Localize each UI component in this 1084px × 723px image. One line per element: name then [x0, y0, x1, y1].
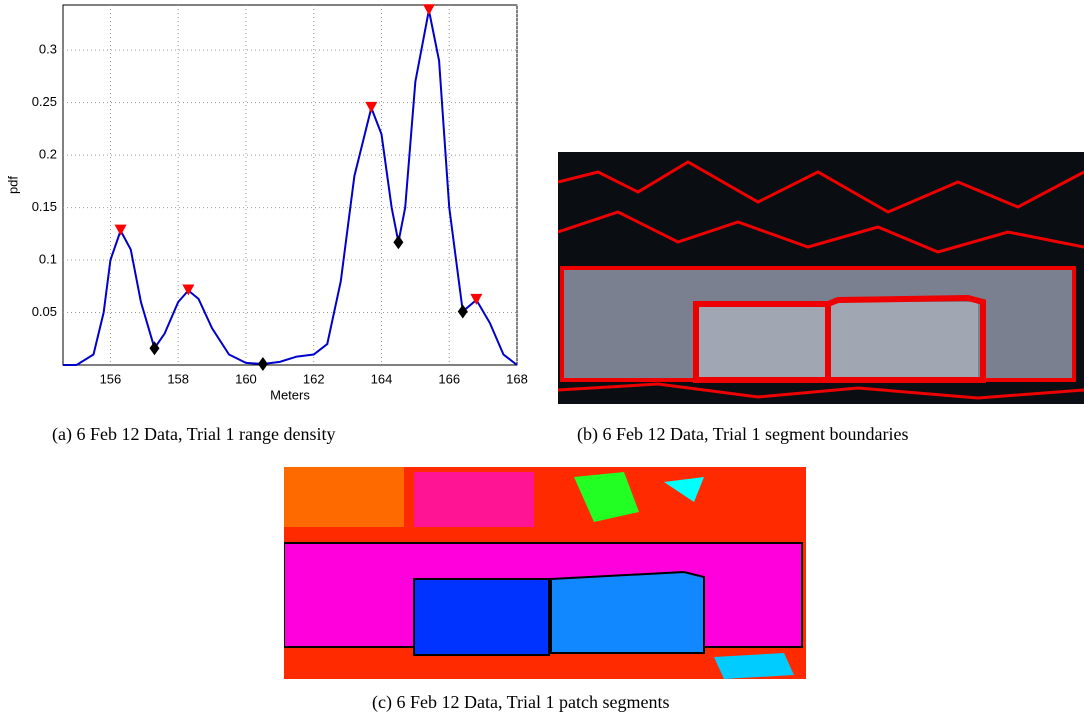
valley-marker [257, 356, 268, 371]
patch-segments-image [284, 467, 806, 679]
peak-marker [422, 4, 435, 16]
valley-marker [393, 235, 404, 250]
x-tick-label: 168 [506, 371, 528, 386]
peak-marker [182, 284, 195, 296]
x-tick-label: 156 [100, 371, 122, 386]
y-tick-label: 0.2 [39, 147, 57, 162]
segment-boundaries-image [558, 152, 1084, 404]
y-tick-label: 0.05 [32, 304, 57, 319]
x-axis-label: Meters [270, 387, 310, 402]
x-tick-label: 164 [371, 371, 393, 386]
density-curve [63, 10, 518, 366]
caption: (a) 6 Feb 12 Data, Trial 1 range density [52, 424, 336, 444]
x-tick-label: 158 [167, 371, 189, 386]
y-tick-label: 0.15 [32, 199, 57, 214]
y-tick-label: 0.25 [32, 94, 57, 109]
peak-marker [470, 293, 483, 305]
caption: (c) 6 Feb 12 Data, Trial 1 patch segment… [372, 692, 670, 712]
valley-marker [149, 341, 160, 356]
caption: (b) 6 Feb 12 Data, Trial 1 segment bound… [577, 424, 909, 444]
peak-marker [365, 101, 378, 113]
valley-marker [457, 304, 468, 319]
x-tick-label: 160 [235, 371, 257, 386]
y-tick-label: 0.3 [39, 42, 57, 57]
x-tick-label: 166 [438, 371, 460, 386]
density-chart: Meters pdf 0.05 0.1 0.15 0.2 0.25 0.3 156 158 16… [5, 4, 528, 402]
x-tick-label: 162 [303, 371, 325, 386]
y-axis-label: pdf [5, 176, 20, 194]
peak-marker [114, 224, 127, 236]
y-tick-label: 0.1 [39, 251, 57, 266]
plot-frame [62, 4, 518, 366]
